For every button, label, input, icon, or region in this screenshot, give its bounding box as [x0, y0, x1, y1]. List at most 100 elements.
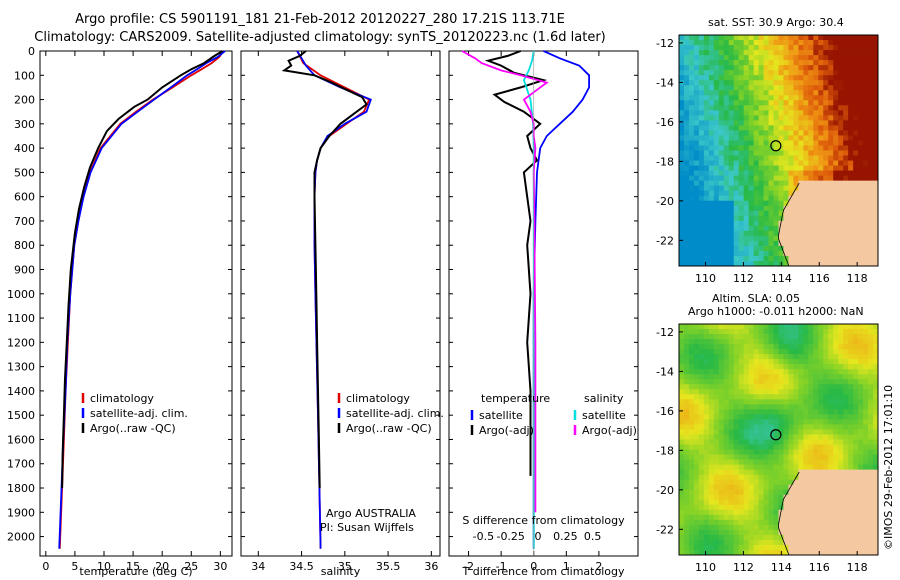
sst_map-cell: [858, 155, 864, 161]
sla_map-cell: [728, 389, 735, 395]
sla_map-xtick-label: 110: [695, 561, 716, 574]
sst_map-cell: [778, 40, 784, 46]
sst_map-cell: [793, 105, 799, 111]
sla_map-cell: [698, 334, 705, 340]
sla_map-cell: [803, 414, 809, 420]
sla_map-cell: [843, 384, 849, 390]
sst_map-cell: [679, 230, 685, 237]
sla_map-cell: [823, 369, 829, 375]
sst_map-cell: [723, 70, 730, 76]
sst_map-cell: [858, 240, 864, 247]
sla_map-cell: [693, 359, 700, 365]
sla_map-cell: [798, 339, 804, 345]
sst_map-cell: [798, 185, 804, 192]
sla_map-cell: [798, 529, 804, 536]
sst_map-cell: [688, 190, 695, 197]
sla_map-cell: [848, 434, 854, 440]
sst_map-cell: [713, 210, 720, 217]
sla_map-cell: [808, 369, 814, 375]
sla_map-cell: [743, 514, 750, 521]
sst_map-cell: [798, 200, 804, 207]
sla_map-cell: [798, 494, 804, 501]
sst_map-cell: [733, 50, 740, 56]
sst_map-cell: [798, 145, 804, 151]
sla_map-cell: [698, 329, 705, 335]
sst_map-cell: [783, 170, 789, 177]
sla_map-cell: [788, 484, 794, 491]
sla_map-cell: [823, 464, 829, 471]
sst_map-cell: [868, 105, 874, 111]
sla_map-cell: [833, 489, 839, 496]
sst_map-cell: [793, 155, 799, 161]
sst_map-cell: [703, 45, 710, 51]
sst_map-cell: [873, 260, 879, 267]
sla_map-cell: [823, 459, 829, 466]
sst_map-cell: [803, 225, 809, 232]
sla_map-cell: [748, 424, 755, 430]
sst_map-cell: [693, 95, 700, 101]
sla_map-cell: [813, 534, 819, 541]
depth-tick-label: 800: [14, 239, 35, 252]
sst_map-cell: [728, 125, 735, 131]
sst_map-cell: [679, 110, 685, 116]
sst_map-cell: [679, 95, 685, 101]
sla_map-cell: [688, 429, 695, 435]
sst_map-cell: [728, 75, 735, 81]
sst_map-cell: [718, 40, 725, 46]
sst_map-cell: [773, 230, 779, 237]
sst_map-cell: [798, 225, 804, 232]
sst_map-cell: [753, 55, 760, 61]
sla_map-cell: [793, 359, 799, 365]
sst_map-cell: [688, 85, 695, 91]
sst_map-cell: [713, 120, 720, 126]
sst_map-cell: [858, 45, 864, 51]
sst_map-cell: [798, 60, 804, 66]
sla_map-cell: [843, 509, 849, 516]
sst_map-cell: [843, 105, 849, 111]
sla_map-cell: [733, 379, 740, 385]
sst_map-cell: [733, 95, 740, 101]
sst_map-cell: [748, 220, 755, 227]
sst_map-cell: [768, 35, 774, 41]
sst_map-cell: [808, 40, 814, 46]
sla_map-cell: [783, 369, 789, 375]
sla_map-cell: [848, 524, 854, 531]
sla_map-xtick-label: 114: [771, 561, 792, 574]
sst_map-cell: [868, 205, 874, 212]
sla_map-cell: [713, 359, 720, 365]
sla_map-cell: [778, 529, 784, 536]
sst_map-cell: [863, 115, 869, 121]
sla_map-cell: [858, 524, 864, 531]
sla_map-cell: [683, 429, 690, 435]
sst_map-cell: [848, 40, 854, 46]
sla_map-cell: [808, 454, 814, 460]
sla_map-cell: [868, 469, 874, 476]
sla_map-cell: [758, 489, 764, 496]
sla_map-ytick-label: -16: [656, 405, 674, 418]
sla_map-cell: [753, 324, 760, 330]
sst_map-cell: [813, 235, 819, 242]
sla_map-cell: [773, 404, 779, 410]
sst_map-cell: [728, 230, 735, 237]
sst_map-cell: [773, 130, 779, 136]
sla_map-cell: [788, 439, 794, 445]
sla_map-cell: [693, 484, 700, 491]
sst_map-cell: [723, 175, 730, 182]
sst_map-cell: [753, 255, 760, 262]
sst_map-cell: [843, 160, 849, 166]
sla_map-cell: [778, 364, 784, 370]
sla_map-cell: [703, 389, 710, 395]
sla_map-cell: [748, 479, 755, 486]
sst_map-cell: [808, 115, 814, 121]
sst_map-cell: [838, 80, 844, 86]
sla_map-cell: [703, 344, 710, 350]
sla_map-cell: [708, 339, 715, 345]
sst_map-cell: [833, 40, 839, 46]
sst_map-cell: [753, 195, 760, 202]
sla_map-cell: [733, 349, 740, 355]
sla_map-cell: [773, 444, 779, 450]
sla_map-cell: [788, 504, 794, 511]
sst_map-cell: [858, 70, 864, 76]
sst_map-cell: [763, 155, 769, 161]
sla_map-cell: [718, 454, 725, 460]
